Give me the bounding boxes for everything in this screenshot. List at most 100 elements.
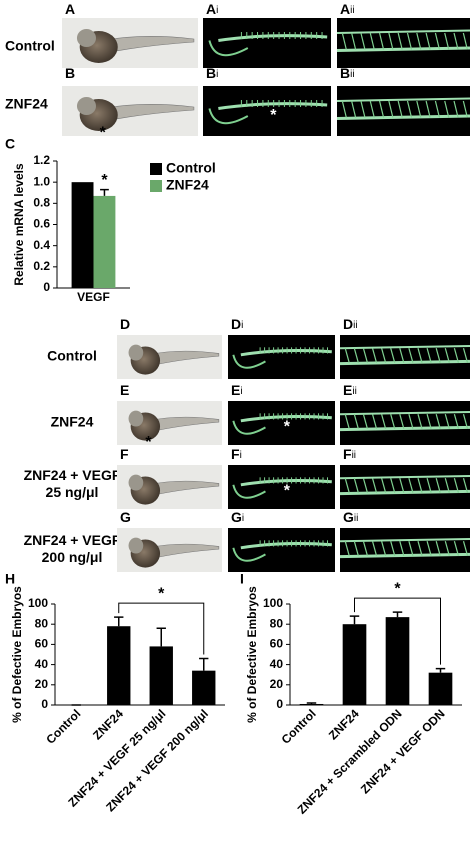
vessel-segment [353,414,359,429]
panel-letter-main: D [120,316,130,332]
brightfield-image [117,335,222,379]
bar [71,182,94,288]
y-tick-label: 0 [41,697,48,711]
image-background [337,86,470,136]
embryo-tail [148,480,220,497]
image-background [228,528,335,572]
vessel-segment [360,100,366,118]
row-label: ZNF24 [51,414,94,430]
vessel-segment [417,478,423,493]
vessel-segment [388,100,394,118]
vessel-segment [351,32,357,50]
panel-letter-main: A [340,1,350,17]
panel-letter-main: D [343,316,353,332]
image-background [203,86,331,136]
panel-letter: I [240,571,244,587]
vessel-segment [444,478,450,493]
y-tick-label: 1.2 [33,153,50,167]
vessel-segment [426,541,432,556]
embryo-head [128,344,144,361]
panel-letter: Gi [231,509,244,525]
panel-letter-main: F [120,446,129,462]
vessel-segment [390,541,396,556]
brightfield-image [62,86,198,136]
legend-label: Control [166,160,216,176]
embryo-head [76,29,97,47]
vessel-segment [435,348,441,363]
panel-letter: Aii [340,1,355,17]
vessel-segment [381,348,387,363]
vessel-trunk [240,542,332,550]
vessel-trunk [240,479,332,487]
vessel-segment [406,32,413,50]
panel-letter: A [65,1,75,17]
image-background [228,465,335,509]
bar [299,703,324,705]
y-tick-label: 100 [263,596,283,610]
vessel-segment [362,414,368,429]
panel-letter-main: B [206,65,216,81]
panel-letter-main: E [343,382,352,398]
panel-letter-sub: i [242,513,244,524]
panel-letter: H [5,571,15,587]
bar [149,646,173,705]
vessel-segment [388,32,394,50]
panel-letter-sub: ii [352,450,356,461]
panel-letter-main: E [231,382,240,398]
legend-label: ZNF24 [166,177,209,193]
panel-letter-main: G [120,509,131,525]
fluorescence-image [339,401,471,445]
error-bar [199,657,209,671]
significance-bracket [118,602,205,655]
panel-letter-main: A [206,1,216,17]
vessel-segment [462,414,469,429]
panel-letter-sub: i [240,386,242,397]
fluorescence-image [203,86,331,136]
vessel-ventral [339,552,471,559]
vessel-segment [362,348,368,363]
y-tick-label: 1.0 [33,174,50,188]
vessel-segment [369,100,375,118]
y-tick-label: 80 [270,616,284,630]
vessel-segment [344,541,350,556]
vessel-dorsal [339,411,471,416]
embryo-tail [102,36,195,54]
fluorescence-image [336,18,471,68]
vessel-segment [351,100,357,118]
y-axis-title: % of Defective Embryos [10,586,24,723]
y-tick-label: 0.8 [33,196,50,210]
row-label: 25 ng/μl [46,484,99,500]
panel-letter: B [65,65,75,81]
vessel-segment [453,414,459,429]
vessel-segment [371,414,378,429]
y-tick-label: 20 [270,677,284,691]
panel-letter-sub: i [216,69,218,80]
vessel-segment [435,541,441,556]
vessel-segment [462,100,468,118]
embryo-tail [102,104,195,122]
bar [428,672,453,705]
y-tick-label: 40 [35,657,49,671]
vessel-segment [362,478,368,493]
panel-letter: Dii [343,316,358,332]
brightfield-image [62,18,198,68]
vessel-segment [341,100,347,118]
legend-swatch [150,163,162,175]
vessel-segment [378,32,385,50]
panel-letter: G [120,509,131,525]
image-asterisk: * [284,419,291,436]
vessel-head [208,108,249,125]
y-axis-title: % of Defective Embryos [245,586,259,723]
vessel-segment [453,348,459,363]
panel-letter: Fi [231,446,242,462]
vessel-segment [453,478,459,493]
vessel-segment [462,478,469,493]
bar [385,617,410,705]
embryo-tail [148,350,220,367]
vessel-segment [378,100,385,118]
vessel-segment [462,348,469,363]
significance-mark: * [158,585,165,602]
vessel-segment [381,541,387,556]
row-label: ZNF24 [5,96,48,112]
vessel-segment [353,541,359,556]
